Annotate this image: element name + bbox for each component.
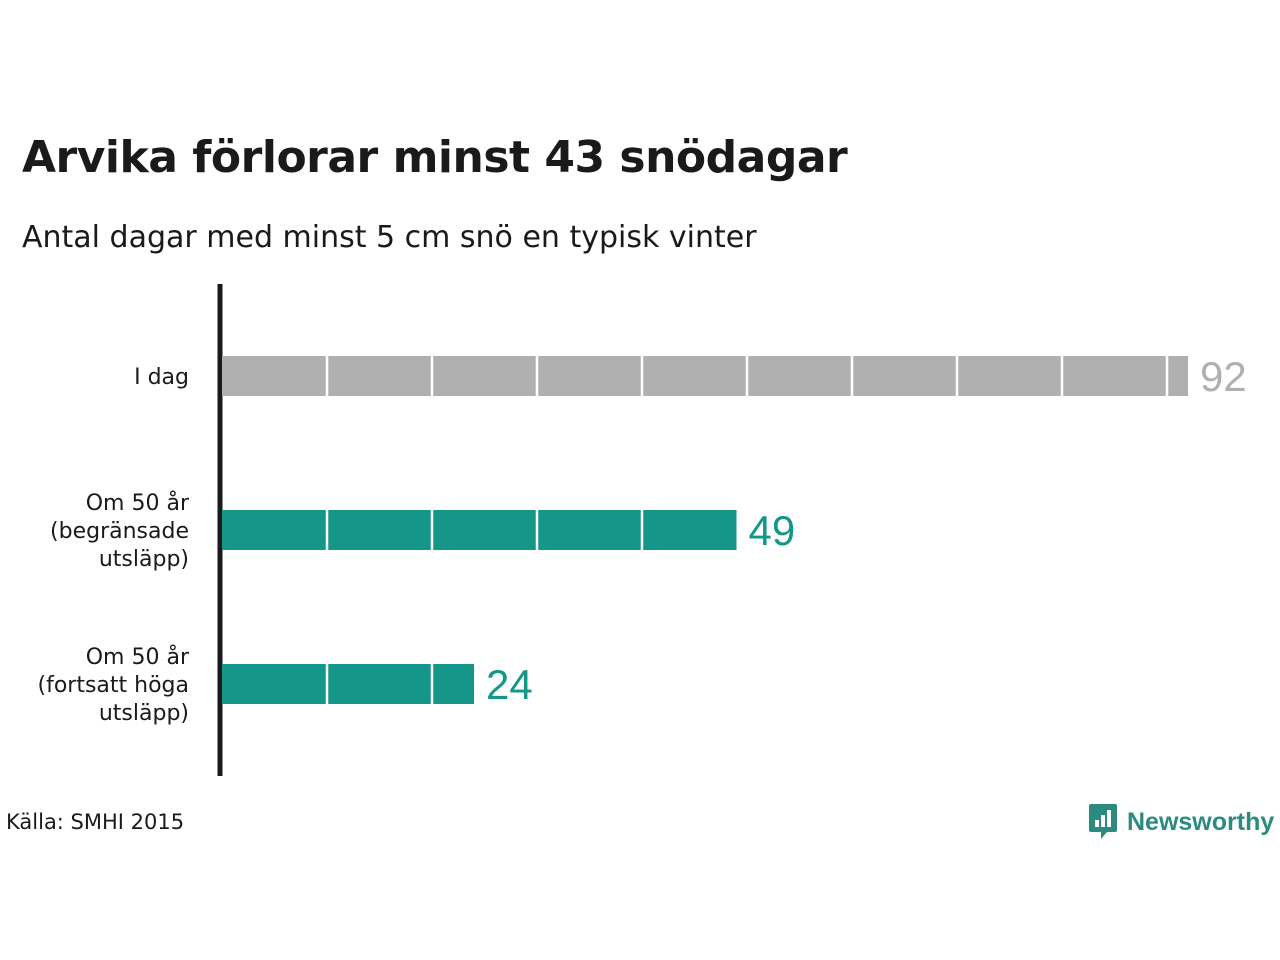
source-note: Källa: SMHI 2015 (6, 810, 185, 834)
newsworthy-logo-icon (1089, 804, 1117, 839)
category-label-1-line-0: Om 50 år (86, 490, 190, 516)
category-label-2-line-0: Om 50 år (86, 644, 190, 670)
category-label-0-line-0: I dag (134, 365, 189, 390)
brand-name: Newsworthy (1127, 807, 1275, 836)
category-label-1-line-2: utsläpp) (99, 547, 189, 572)
bar-0 (222, 356, 1188, 396)
category-label-1-line-1: (begränsade (50, 519, 189, 544)
brand-logo: Newsworthy (1088, 802, 1274, 842)
category-label-2-line-2: utsläpp) (99, 701, 189, 726)
value-label-2: 24 (486, 661, 533, 708)
value-label-1: 49 (749, 507, 796, 554)
bar-2 (222, 664, 474, 704)
chart-subtitle: Antal dagar med minst 5 cm snö en typisk… (22, 220, 757, 255)
chart-title: Arvika förlorar minst 43 snödagar (22, 132, 848, 183)
value-label-0: 92 (1200, 353, 1247, 400)
category-label-2-line-1: (fortsatt höga (38, 673, 190, 698)
bar-1 (222, 510, 737, 550)
